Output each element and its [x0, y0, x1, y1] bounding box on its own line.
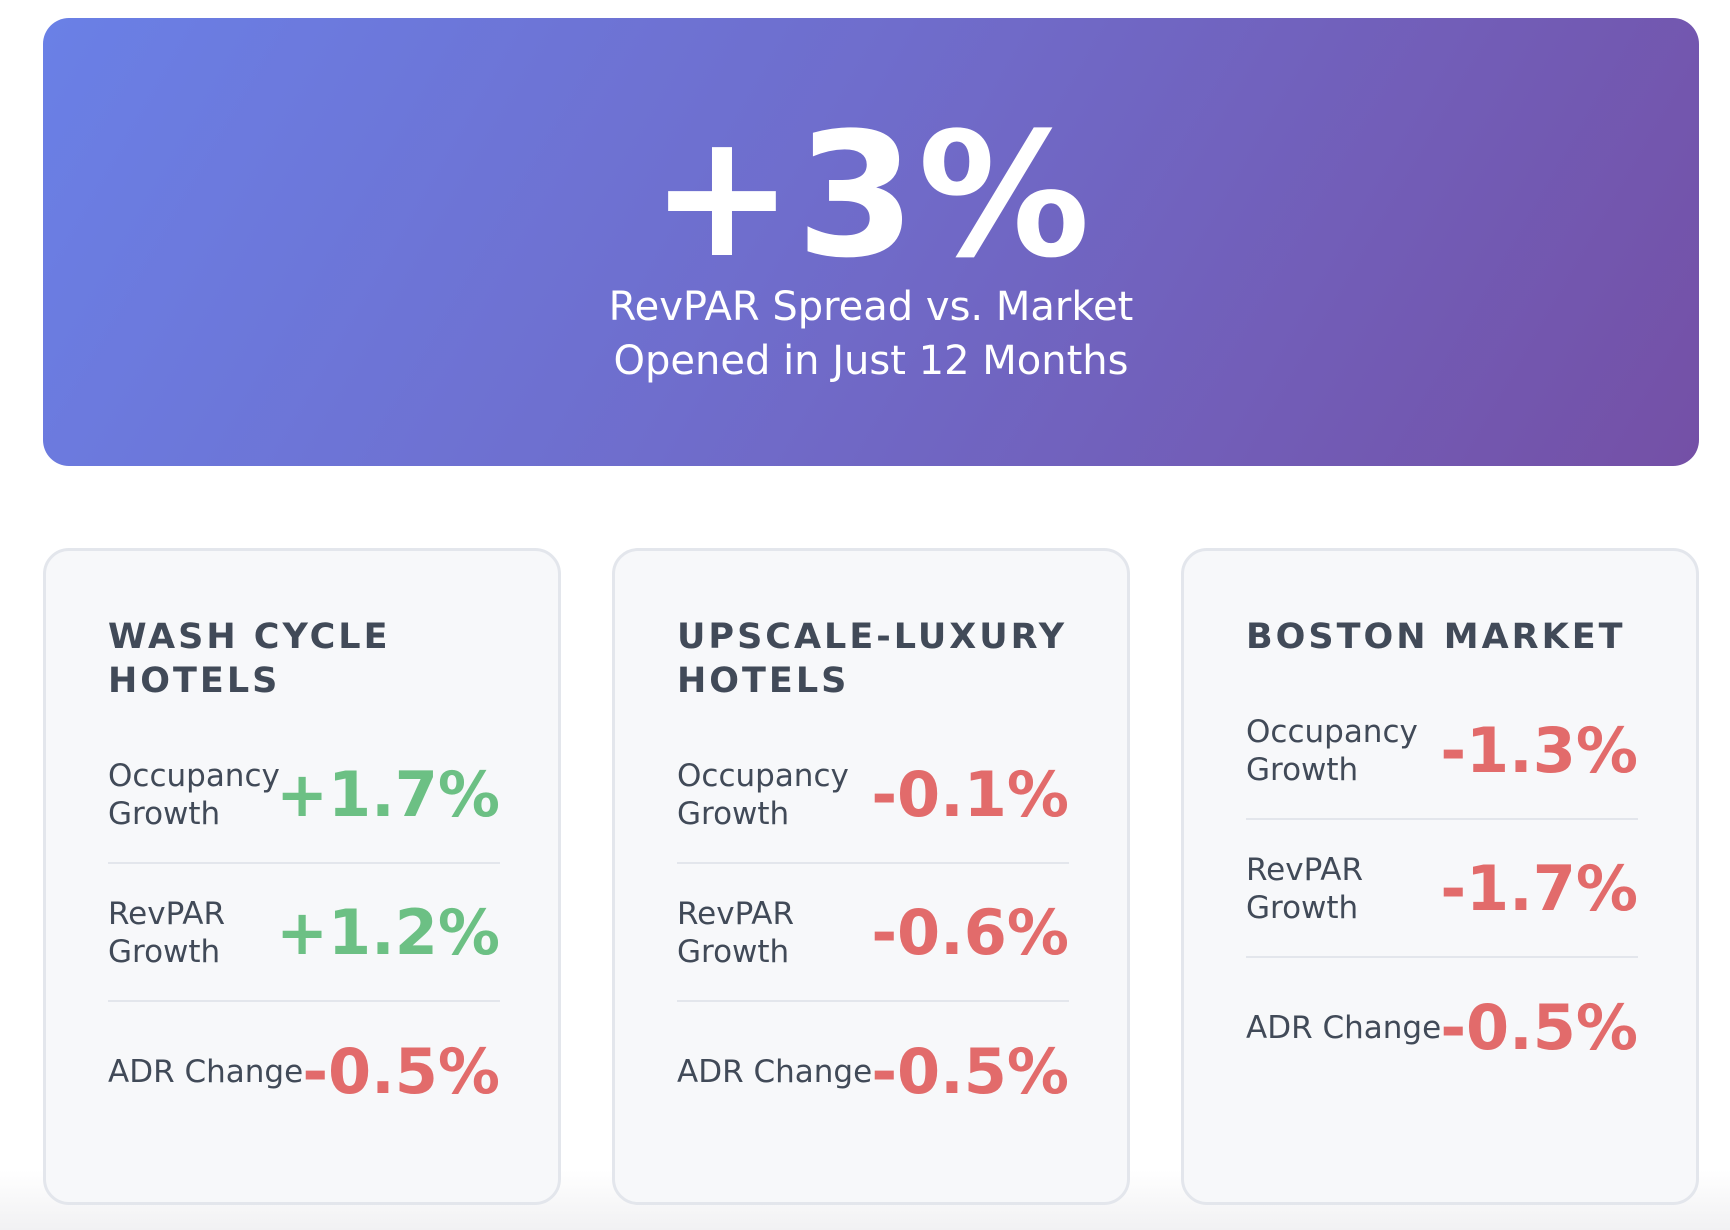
occupancy-growth-metric: Occupancy Growth -0.1% [677, 728, 1069, 864]
adr-change-metric: ADR Change -0.5% [677, 1004, 1069, 1140]
card-title: Boston Market [1246, 617, 1626, 657]
revpar-growth-metric: RevPAR Growth -1.7% [1246, 822, 1638, 958]
metric-value: +1.2% [276, 896, 500, 969]
hero-banner: +3% RevPAR Spread vs. Market Opened in J… [43, 18, 1699, 466]
revpar-growth-metric: RevPAR Growth +1.2% [108, 866, 500, 1002]
metric-label: ADR Change [677, 1054, 873, 1090]
wash-cycle-hotels-card: Wash Cycle Hotels Occupancy Growth +1.7%… [43, 548, 561, 1205]
hero-subtitle-line-1: RevPAR Spread vs. Market [608, 284, 1134, 330]
metric-label: ADR Change [1246, 1010, 1442, 1046]
metric-label: ADR Change [108, 1054, 304, 1090]
metric-label: Occupancy Growth [1246, 714, 1418, 788]
upscale-luxury-hotels-card: Upscale-Luxury Hotels Occupancy Growth -… [612, 548, 1130, 1205]
occupancy-growth-metric: Occupancy Growth +1.7% [108, 728, 500, 864]
card-title: Upscale-Luxury Hotels [677, 617, 1068, 701]
adr-change-metric: ADR Change -0.5% [1246, 960, 1638, 1096]
metric-label: RevPAR Growth [108, 896, 226, 970]
metric-value: -1.7% [1440, 852, 1638, 925]
boston-market-card: Boston Market Occupancy Growth -1.3% Rev… [1181, 548, 1699, 1205]
metric-label: RevPAR Growth [677, 896, 795, 970]
metric-value: -0.1% [871, 758, 1069, 831]
metric-value: +1.7% [276, 758, 500, 831]
adr-change-metric: ADR Change -0.5% [108, 1004, 500, 1140]
hero-subtitle: RevPAR Spread vs. Market Opened in Just … [43, 280, 1699, 388]
card-title: Wash Cycle Hotels [108, 617, 391, 701]
revpar-growth-metric: RevPAR Growth -0.6% [677, 866, 1069, 1002]
metric-value: -0.5% [871, 1035, 1069, 1108]
occupancy-growth-metric: Occupancy Growth -1.3% [1246, 684, 1638, 820]
metric-value: -0.6% [871, 896, 1069, 969]
hero-subtitle-line-2: Opened in Just 12 Months [613, 338, 1129, 384]
metric-value: -0.5% [302, 1035, 500, 1108]
metric-value: -1.3% [1440, 714, 1638, 787]
metric-label: Occupancy Growth [108, 758, 280, 832]
metric-label: RevPAR Growth [1246, 852, 1364, 926]
metric-label: Occupancy Growth [677, 758, 849, 832]
revpar-spread-value: +3% [649, 95, 1093, 296]
metric-value: -0.5% [1440, 991, 1638, 1064]
